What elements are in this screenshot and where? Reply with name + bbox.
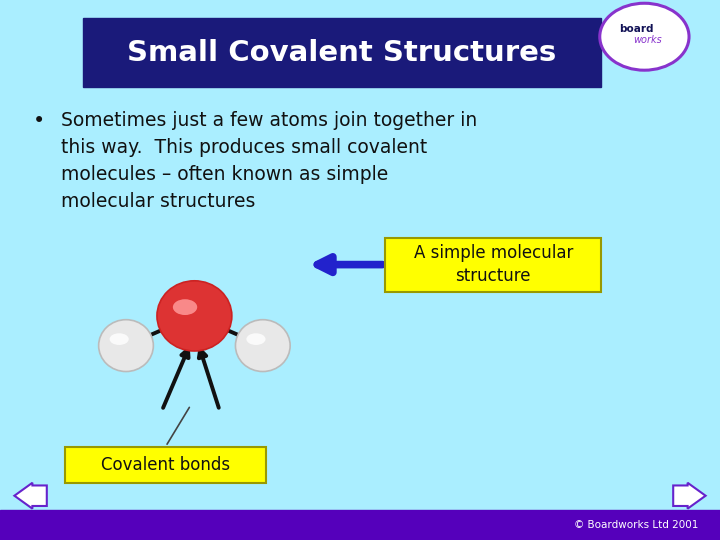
- Ellipse shape: [99, 320, 153, 372]
- Text: works: works: [634, 35, 662, 45]
- Text: Covalent bonds: Covalent bonds: [101, 456, 230, 474]
- Ellipse shape: [235, 320, 290, 372]
- FancyBboxPatch shape: [385, 238, 601, 292]
- Bar: [0, 510, 720, 540]
- Ellipse shape: [246, 333, 266, 345]
- FancyBboxPatch shape: [83, 18, 601, 87]
- Ellipse shape: [109, 333, 129, 345]
- Text: board: board: [619, 24, 654, 34]
- Ellipse shape: [173, 299, 197, 315]
- Text: A simple molecular
structure: A simple molecular structure: [413, 244, 573, 286]
- FancyBboxPatch shape: [65, 447, 266, 483]
- Ellipse shape: [157, 281, 232, 351]
- FancyArrow shape: [673, 483, 706, 509]
- Text: © Boardworks Ltd 2001: © Boardworks Ltd 2001: [574, 521, 698, 530]
- Text: Sometimes just a few atoms join together in
this way.  This produces small coval: Sometimes just a few atoms join together…: [61, 111, 477, 212]
- Circle shape: [600, 3, 689, 70]
- Text: Small Covalent Structures: Small Covalent Structures: [127, 39, 557, 67]
- Text: •: •: [32, 111, 45, 131]
- FancyArrow shape: [14, 483, 47, 509]
